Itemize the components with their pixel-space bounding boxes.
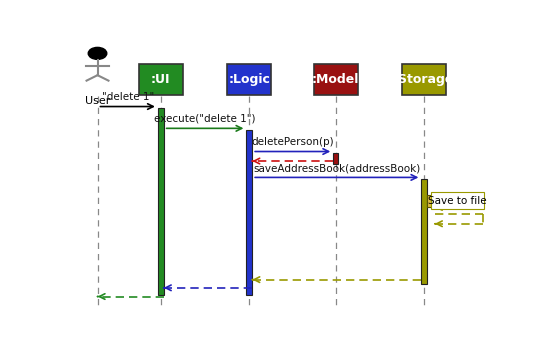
Bar xyxy=(402,64,447,95)
Bar xyxy=(158,108,164,295)
Bar xyxy=(139,64,183,95)
Text: :Logic: :Logic xyxy=(228,73,270,86)
Text: :Storage: :Storage xyxy=(394,73,454,86)
Bar xyxy=(246,130,252,295)
Text: Save to file: Save to file xyxy=(429,195,487,206)
Text: User: User xyxy=(85,96,110,106)
Bar xyxy=(333,153,338,164)
Bar xyxy=(421,179,427,284)
Text: deletePerson(p): deletePerson(p) xyxy=(251,137,334,147)
Bar xyxy=(431,193,484,209)
Text: :UI: :UI xyxy=(151,73,170,86)
Text: :Model: :Model xyxy=(312,73,360,86)
Bar xyxy=(227,64,271,95)
Bar xyxy=(427,195,435,207)
Bar xyxy=(313,64,358,95)
Text: execute("delete 1"): execute("delete 1") xyxy=(154,114,256,124)
Text: "delete 1": "delete 1" xyxy=(102,92,154,102)
Text: saveAddressBook(addressBook): saveAddressBook(addressBook) xyxy=(253,163,421,173)
Circle shape xyxy=(88,47,107,59)
